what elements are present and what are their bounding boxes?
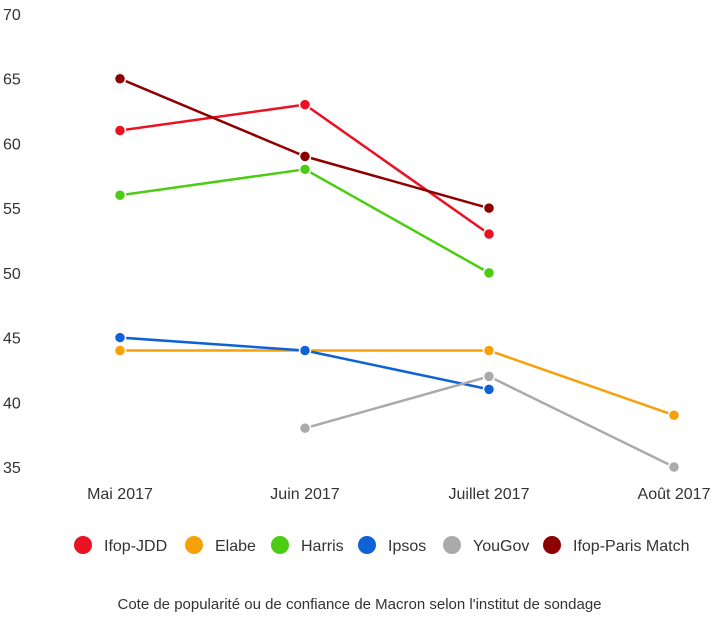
data-point bbox=[482, 344, 496, 357]
legend-item: Ifop-Paris Match bbox=[543, 536, 689, 555]
legend-item: YouGov bbox=[443, 536, 529, 555]
data-point bbox=[298, 150, 312, 163]
legend-swatch bbox=[271, 536, 289, 554]
legend-swatch bbox=[185, 536, 203, 554]
legend-label: YouGov bbox=[473, 538, 529, 555]
y-tick-label: 55 bbox=[3, 201, 21, 218]
data-point bbox=[298, 163, 312, 176]
legend-item: Ifop-JDD bbox=[74, 536, 167, 555]
legend-swatch bbox=[443, 536, 461, 554]
series-harris bbox=[113, 163, 496, 280]
x-tick-label: Juin 2017 bbox=[270, 486, 339, 503]
y-tick-label: 50 bbox=[3, 266, 21, 283]
y-axis: 35 40 45 50 55 60 65 70 bbox=[3, 7, 21, 477]
legend-label: Elabe bbox=[215, 538, 256, 555]
y-tick-label: 35 bbox=[3, 460, 21, 477]
legend-label: Ipsos bbox=[388, 538, 426, 555]
legend-label: Ifop-JDD bbox=[104, 538, 167, 555]
y-tick-label: 45 bbox=[3, 331, 21, 348]
data-point bbox=[113, 344, 127, 357]
legend: Ifop-JDD Elabe Harris Ipsos YouGov Ifop-Paris… bbox=[74, 536, 689, 555]
legend-swatch bbox=[74, 536, 92, 554]
series-line-segment bbox=[303, 103, 491, 236]
legend-label: Ifop-Paris Match bbox=[573, 538, 689, 555]
legend-item: Ipsos bbox=[358, 536, 426, 555]
series-layer bbox=[113, 72, 681, 474]
x-tick-label: Mai 2017 bbox=[87, 486, 153, 503]
data-point bbox=[482, 383, 496, 396]
data-point bbox=[298, 344, 312, 357]
series-elabe bbox=[113, 344, 681, 422]
data-point bbox=[298, 98, 312, 111]
series-line-segment bbox=[118, 336, 307, 352]
data-point bbox=[667, 460, 681, 474]
chart-caption: Cote de popularité ou de confiance de Ma… bbox=[117, 596, 602, 613]
legend-item: Harris bbox=[271, 536, 344, 555]
series-line-segment bbox=[303, 168, 491, 275]
legend-item: Elabe bbox=[185, 536, 256, 555]
data-point bbox=[113, 188, 127, 202]
data-point bbox=[113, 124, 127, 137]
x-tick-label: Août 2017 bbox=[638, 486, 711, 503]
data-point bbox=[482, 201, 496, 215]
data-point bbox=[113, 72, 127, 85]
legend-swatch bbox=[358, 536, 376, 554]
y-tick-label: 60 bbox=[3, 136, 21, 153]
series-ifop-paris-match bbox=[113, 72, 496, 215]
legend-label: Harris bbox=[301, 538, 344, 555]
data-point bbox=[482, 266, 496, 280]
series-yougov bbox=[298, 370, 681, 474]
series-ipsos bbox=[113, 331, 496, 396]
y-tick-label: 70 bbox=[3, 7, 21, 24]
data-point bbox=[482, 227, 496, 241]
series-line-segment bbox=[487, 375, 676, 469]
series-line-segment bbox=[118, 77, 307, 158]
y-tick-label: 40 bbox=[3, 395, 21, 412]
data-point bbox=[298, 421, 312, 435]
x-axis: Mai 2017 Juin 2017 Juillet 2017 Août 2017 bbox=[87, 486, 710, 503]
series-line-segment bbox=[487, 349, 676, 417]
series-line-segment bbox=[303, 349, 491, 391]
legend-swatch bbox=[543, 536, 561, 554]
series-line-segment bbox=[118, 168, 307, 197]
series-line-segment bbox=[303, 155, 491, 210]
x-tick-label: Juillet 2017 bbox=[449, 486, 530, 503]
data-point bbox=[113, 331, 127, 344]
data-point bbox=[482, 370, 496, 383]
data-point bbox=[667, 408, 681, 422]
series-line-segment bbox=[303, 375, 491, 430]
y-tick-label: 65 bbox=[3, 72, 21, 89]
